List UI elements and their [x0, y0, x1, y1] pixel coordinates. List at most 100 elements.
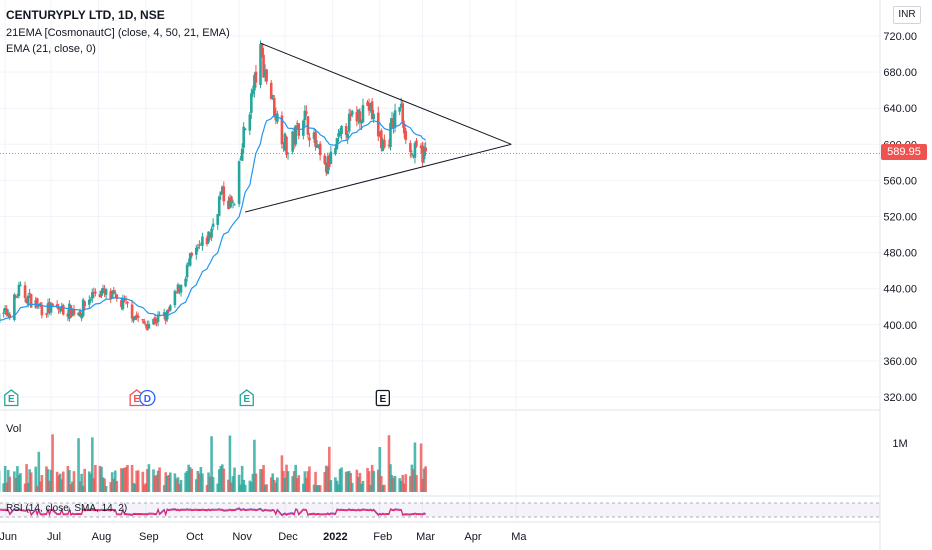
volume-bar	[389, 464, 392, 492]
candle-body	[133, 316, 137, 320]
candle-body	[401, 103, 405, 124]
earnings-event-marker	[4, 389, 19, 407]
x-tick-label: Oct	[186, 531, 203, 543]
candle-body	[147, 323, 151, 329]
symbol-title[interactable]: CENTURYPLY LTD, 1D, NSE	[6, 8, 165, 22]
volume-bar	[228, 435, 232, 492]
candle-body	[303, 110, 307, 121]
indicator-ema-legend[interactable]: EMA (21, close, 0)	[6, 43, 96, 55]
volume-bar	[233, 467, 236, 492]
candle-body	[305, 111, 308, 114]
rsi-ma-line	[0, 508, 426, 517]
candle-body	[265, 69, 268, 82]
candle-body	[113, 292, 117, 294]
volume-bar	[274, 482, 278, 492]
candle-body	[230, 196, 233, 203]
candle-body	[19, 284, 22, 286]
volume-bar	[323, 471, 327, 492]
candle-body	[100, 291, 103, 297]
volume-bar	[271, 473, 275, 492]
candle-body	[367, 102, 371, 111]
indicator-ema-cosmonaut-legend[interactable]: 21EMA [CosmonautC] (close, 4, 50, 21, EM…	[6, 27, 230, 39]
candle-body	[240, 148, 244, 161]
volume-bar	[220, 464, 224, 492]
volume-bar	[2, 483, 5, 492]
volume-bar	[253, 439, 256, 492]
volume-bar	[210, 436, 213, 492]
earnings-event-marker	[129, 389, 144, 407]
event-marker-label: E	[133, 394, 140, 405]
y-tick-label: 520.00	[883, 212, 917, 224]
x-tick-label: Mar	[416, 531, 435, 543]
volume-bar	[178, 483, 181, 492]
triangle-trendline	[260, 42, 512, 145]
candle-body	[360, 120, 363, 124]
volume-bar	[243, 484, 247, 492]
candle-body	[51, 303, 54, 306]
volume-bar	[136, 470, 140, 492]
event-marker-label: E	[243, 394, 250, 405]
candle-body	[98, 294, 102, 298]
candle-body	[378, 132, 382, 134]
volume-bar	[412, 469, 415, 492]
volume-bar	[315, 485, 319, 492]
candle-body	[184, 278, 187, 287]
candle-body	[45, 313, 48, 315]
rsi-legend[interactable]: RSI (14, close, SMA, 14, 2)	[6, 503, 128, 514]
volume-bar	[222, 468, 226, 492]
triangle-trendline	[245, 143, 512, 213]
volume-bar	[162, 485, 166, 492]
currency-badge[interactable]: INR	[893, 6, 921, 24]
candle-body	[83, 301, 86, 307]
candle-body	[103, 289, 106, 294]
candle-body	[188, 253, 192, 266]
candle-body	[196, 247, 200, 249]
volume-bar	[46, 469, 50, 492]
candle-body	[233, 204, 236, 206]
volume-bar	[109, 482, 112, 492]
volume-bar	[399, 480, 403, 492]
candle-body	[48, 302, 51, 313]
volume-bar	[194, 479, 198, 492]
candle-body	[387, 144, 391, 146]
volume-bar	[286, 471, 290, 492]
volume-bar	[314, 471, 317, 492]
y-tick-label: 680.00	[883, 67, 917, 79]
candle-body	[346, 133, 349, 138]
candle-body	[190, 252, 194, 256]
volume-bar	[409, 476, 412, 492]
candle-body	[164, 314, 168, 321]
candle-body	[77, 312, 80, 316]
volume-bar	[51, 434, 54, 492]
volume-legend[interactable]: Vol	[6, 423, 22, 435]
candle-body	[393, 110, 397, 128]
volume-bar	[143, 484, 146, 492]
candle-body	[329, 151, 333, 164]
volume-bar	[100, 466, 103, 492]
volume-bar	[383, 484, 386, 492]
volume-bar	[66, 465, 70, 492]
volume-bar	[312, 484, 316, 492]
volume-bar	[26, 482, 30, 492]
candle-body	[324, 162, 328, 173]
volume-bar	[367, 471, 371, 492]
volume-bar	[69, 484, 73, 492]
volume-bar	[57, 475, 60, 492]
last-price-tag: 589.95	[881, 144, 927, 160]
volume-bar	[346, 471, 349, 492]
volume-bar	[306, 471, 310, 492]
volume-bar	[49, 469, 53, 492]
candle-body	[175, 292, 178, 294]
volume-bar	[110, 472, 114, 492]
y-tick-label: 360.00	[883, 356, 917, 368]
candle-body	[376, 112, 380, 137]
candle-body	[237, 161, 241, 205]
candle-body	[415, 140, 418, 147]
volume-bar	[357, 477, 360, 492]
candle-body	[369, 102, 372, 110]
candle-body	[3, 307, 7, 312]
volume-bar	[115, 481, 119, 492]
candle-body	[25, 298, 28, 304]
